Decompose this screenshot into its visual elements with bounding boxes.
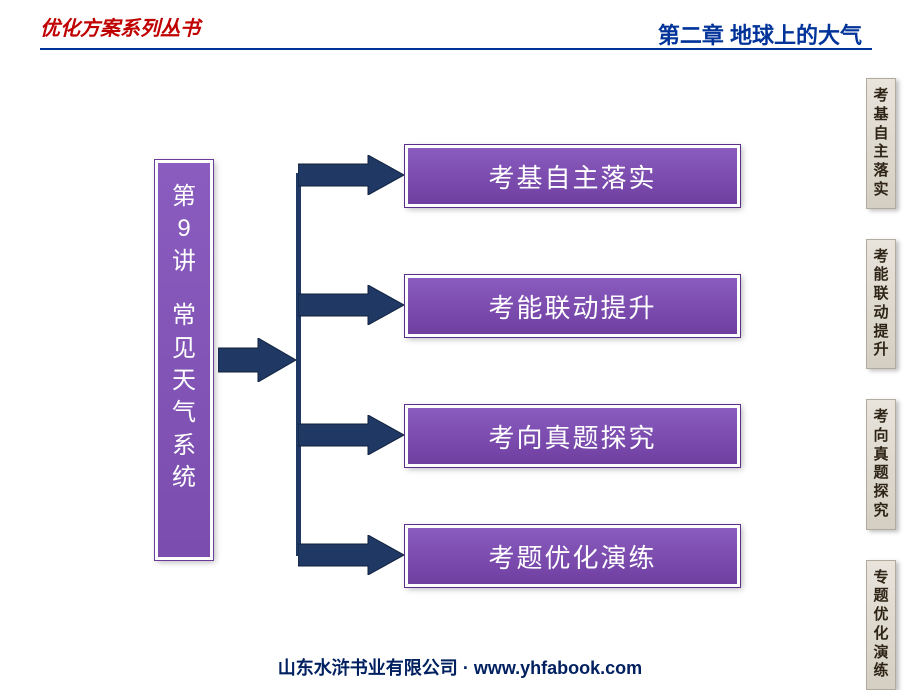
header: 优化方案系列丛书 第二章 地球上的大气 xyxy=(0,0,920,60)
footer-url: www.yhfabook.com xyxy=(474,658,642,678)
branch-arrow-1-icon xyxy=(298,155,406,195)
series-title: 优化方案系列丛书 xyxy=(40,12,200,41)
t6: 天 xyxy=(172,365,196,397)
side-tab-1[interactable]: 考基自主落实 xyxy=(866,78,896,209)
footer: 山东水浒书业有限公司 · www.yhfabook.com xyxy=(0,654,920,680)
branch-box-1: 考基自主落实 xyxy=(405,145,740,207)
diagram-area: 第 9 讲 常 见 天 气 系 统 xyxy=(0,70,855,630)
t5: 见 xyxy=(172,333,196,365)
branch-arrow-4-icon xyxy=(298,535,406,575)
t9: 统 xyxy=(172,462,196,494)
t3: 讲 xyxy=(172,246,196,278)
connector-vertical xyxy=(296,173,301,556)
t7: 气 xyxy=(172,397,196,429)
branch-box-3: 考向真题探究 xyxy=(405,405,740,467)
branch-arrow-2-icon xyxy=(298,285,406,325)
t4: 常 xyxy=(172,300,196,332)
t8: 系 xyxy=(172,430,196,462)
side-tab-3[interactable]: 考向真题探究 xyxy=(866,399,896,530)
side-tab-2[interactable]: 考能联动提升 xyxy=(866,239,896,370)
footer-separator: · xyxy=(463,658,469,678)
footer-company: 山东水浒书业有限公司 xyxy=(278,658,458,678)
header-divider xyxy=(40,48,872,50)
t2: 9 xyxy=(172,213,196,245)
t1: 第 xyxy=(172,181,196,213)
main-arrow-icon xyxy=(218,338,298,382)
branch-box-4: 考题优化演练 xyxy=(405,525,740,587)
side-tabs: 考基自主落实 考能联动提升 考向真题探究 专题优化演练 xyxy=(866,78,914,690)
chapter-title: 第二章 地球上的大气 xyxy=(658,18,862,50)
branch-box-2: 考能联动提升 xyxy=(405,275,740,337)
left-box-text: 第 9 讲 常 见 天 气 系 统 xyxy=(172,181,196,495)
branch-arrow-3-icon xyxy=(298,415,406,455)
lecture-title-box: 第 9 讲 常 见 天 气 系 统 xyxy=(155,160,213,560)
